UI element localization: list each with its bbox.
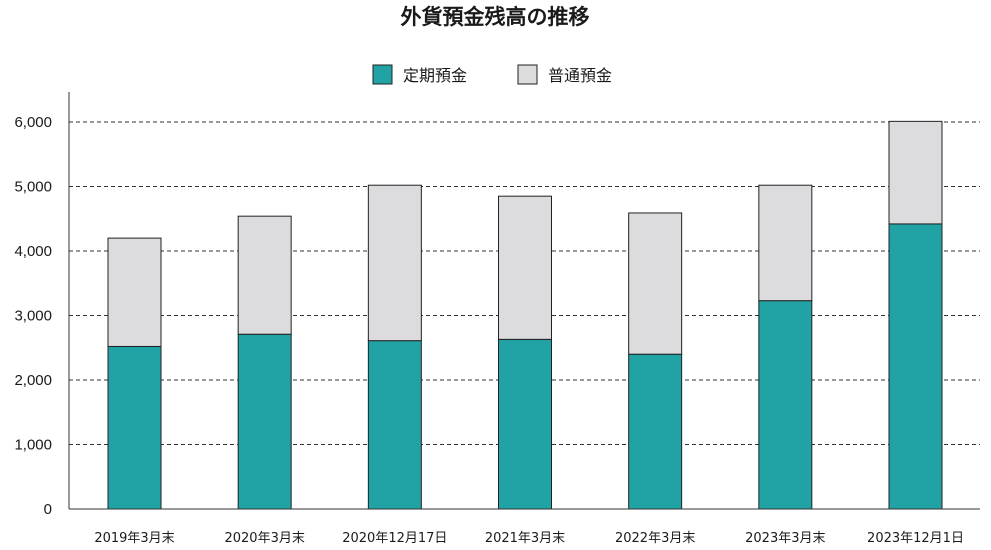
legend-label-ordinary-deposit: 普通預金: [548, 66, 612, 85]
bar-fixed-deposit: [758, 300, 813, 510]
y-tick-label: 4,000: [14, 243, 52, 260]
legend-swatch-fixed-deposit: [372, 64, 393, 85]
bar-fixed-deposit: [888, 223, 943, 510]
bar-fixed-deposit: [107, 345, 162, 510]
legend-swatch-ordinary-deposit: [517, 64, 538, 85]
y-tick-label: 6,000: [14, 114, 52, 131]
y-tick-label: 2,000: [14, 372, 52, 389]
x-tick-label: 2020年3月末: [224, 531, 304, 546]
bar-fixed-deposit: [498, 338, 552, 510]
y-tick-label: 3,000: [14, 308, 52, 325]
y-tick-label: 0: [44, 501, 52, 518]
axes: [68, 92, 980, 510]
bar-fixed-deposit: [367, 340, 422, 510]
chart-title: 外貨預金残高の推移: [401, 5, 590, 29]
bar-ordinary-deposit: [237, 215, 292, 335]
x-tick-label: 2021年3月末: [485, 531, 565, 546]
bar-ordinary-deposit: [498, 195, 552, 340]
x-tick-label: 2023年3月末: [745, 531, 825, 546]
bar-ordinary-deposit: [367, 184, 422, 342]
x-tick-label: 2022年3月末: [615, 531, 695, 546]
y-axis-ticks: 0 1,000 2,000 3,000 4,000 5,000 6,000: [14, 114, 52, 518]
bar-ordinary-deposit: [888, 120, 943, 225]
bar-fixed-deposit: [628, 353, 683, 510]
legend: 定期預金 普通預金: [372, 64, 612, 85]
bar-ordinary-deposit: [758, 184, 813, 302]
bar-ordinary-deposit: [107, 237, 162, 347]
x-tick-label: 2019年3月末: [94, 531, 174, 546]
x-tick-label: 2023年12月1日: [867, 531, 964, 546]
legend-label-fixed-deposit: 定期預金: [403, 66, 467, 85]
x-tick-label: 2020年12月17日: [342, 531, 447, 546]
bars: [107, 120, 943, 510]
y-tick-label: 1,000: [14, 437, 52, 454]
y-tick-label: 5,000: [14, 179, 52, 196]
x-axis-ticks: 2019年3月末 2020年3月末 2020年12月17日 2021年3月末 2022年…: [94, 531, 964, 546]
bar-fixed-deposit: [237, 333, 292, 510]
bar-ordinary-deposit: [628, 212, 683, 355]
